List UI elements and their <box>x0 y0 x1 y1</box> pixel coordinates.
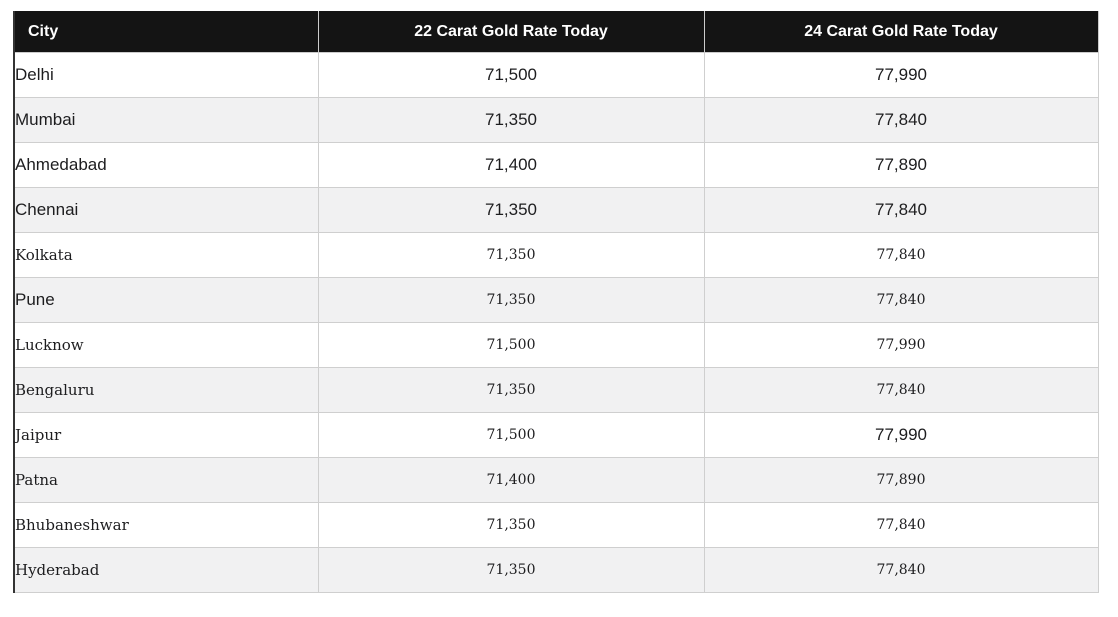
gold-rate-table: City 22 Carat Gold Rate Today 24 Carat G… <box>13 11 1099 593</box>
city-cell: Hyderabad <box>13 547 319 593</box>
city-cell: Bengaluru <box>13 367 319 413</box>
rate-22-cell: 71,350 <box>317 97 705 143</box>
table-row: Chennai 71,350 77,840 <box>13 187 1099 233</box>
city-cell: Mumbai <box>13 97 319 143</box>
table-row: Ahmedabad 71,400 77,890 <box>13 142 1099 188</box>
city-cell: Bhubaneshwar <box>13 502 319 548</box>
header-24-carat-rate: 24 Carat Gold Rate Today <box>703 11 1099 53</box>
city-cell: Delhi <box>13 52 319 98</box>
rate-22-cell: 71,350 <box>317 187 705 233</box>
table-header: City 22 Carat Gold Rate Today 24 Carat G… <box>13 11 1099 53</box>
header-22-carat-rate: 22 Carat Gold Rate Today <box>317 11 705 53</box>
rate-24-cell: 77,840 <box>703 277 1099 323</box>
rate-22-cell: 71,350 <box>317 547 705 593</box>
table-row: Delhi 71,500 77,990 <box>13 52 1099 98</box>
table-row: Mumbai 71,350 77,840 <box>13 97 1099 143</box>
rate-22-cell: 71,400 <box>317 457 705 503</box>
city-cell: Jaipur <box>13 412 319 458</box>
table-row: Bengaluru 71,350 77,840 <box>13 367 1099 413</box>
table-row: Jaipur 71,500 77,990 <box>13 412 1099 458</box>
rate-24-cell: 77,840 <box>703 367 1099 413</box>
rate-22-cell: 71,350 <box>317 232 705 278</box>
table-body: Delhi 71,500 77,990 Mumbai 71,350 77,840… <box>13 52 1099 593</box>
table-row: Lucknow 71,500 77,990 <box>13 322 1099 368</box>
rate-22-cell: 71,350 <box>317 367 705 413</box>
rate-24-cell: 77,840 <box>703 97 1099 143</box>
rate-22-cell: 71,350 <box>317 502 705 548</box>
city-cell: Chennai <box>13 187 319 233</box>
rate-22-cell: 71,400 <box>317 142 705 188</box>
table-row: Pune 71,350 77,840 <box>13 277 1099 323</box>
table-row: Patna 71,400 77,890 <box>13 457 1099 503</box>
city-cell: Pune <box>13 277 319 323</box>
city-cell: Patna <box>13 457 319 503</box>
rate-22-cell: 71,500 <box>317 322 705 368</box>
header-city: City <box>13 11 319 53</box>
rate-24-cell: 77,840 <box>703 547 1099 593</box>
rate-22-cell: 71,500 <box>317 412 705 458</box>
city-cell: Lucknow <box>13 322 319 368</box>
rate-24-cell: 77,990 <box>703 52 1099 98</box>
table-row: Bhubaneshwar 71,350 77,840 <box>13 502 1099 548</box>
table-row: Hyderabad 71,350 77,840 <box>13 547 1099 593</box>
rate-24-cell: 77,840 <box>703 502 1099 548</box>
city-cell: Kolkata <box>13 232 319 278</box>
rate-24-cell: 77,840 <box>703 187 1099 233</box>
rate-24-cell: 77,990 <box>703 322 1099 368</box>
table-header-row: City 22 Carat Gold Rate Today 24 Carat G… <box>13 11 1099 53</box>
rate-24-cell: 77,840 <box>703 232 1099 278</box>
rate-24-cell: 77,890 <box>703 457 1099 503</box>
table-row: Kolkata 71,350 77,840 <box>13 232 1099 278</box>
rate-24-cell: 77,890 <box>703 142 1099 188</box>
gold-rate-table-container: City 22 Carat Gold Rate Today 24 Carat G… <box>13 11 1099 593</box>
rate-22-cell: 71,350 <box>317 277 705 323</box>
rate-22-cell: 71,500 <box>317 52 705 98</box>
city-cell: Ahmedabad <box>13 142 319 188</box>
rate-24-cell: 77,990 <box>703 412 1099 458</box>
